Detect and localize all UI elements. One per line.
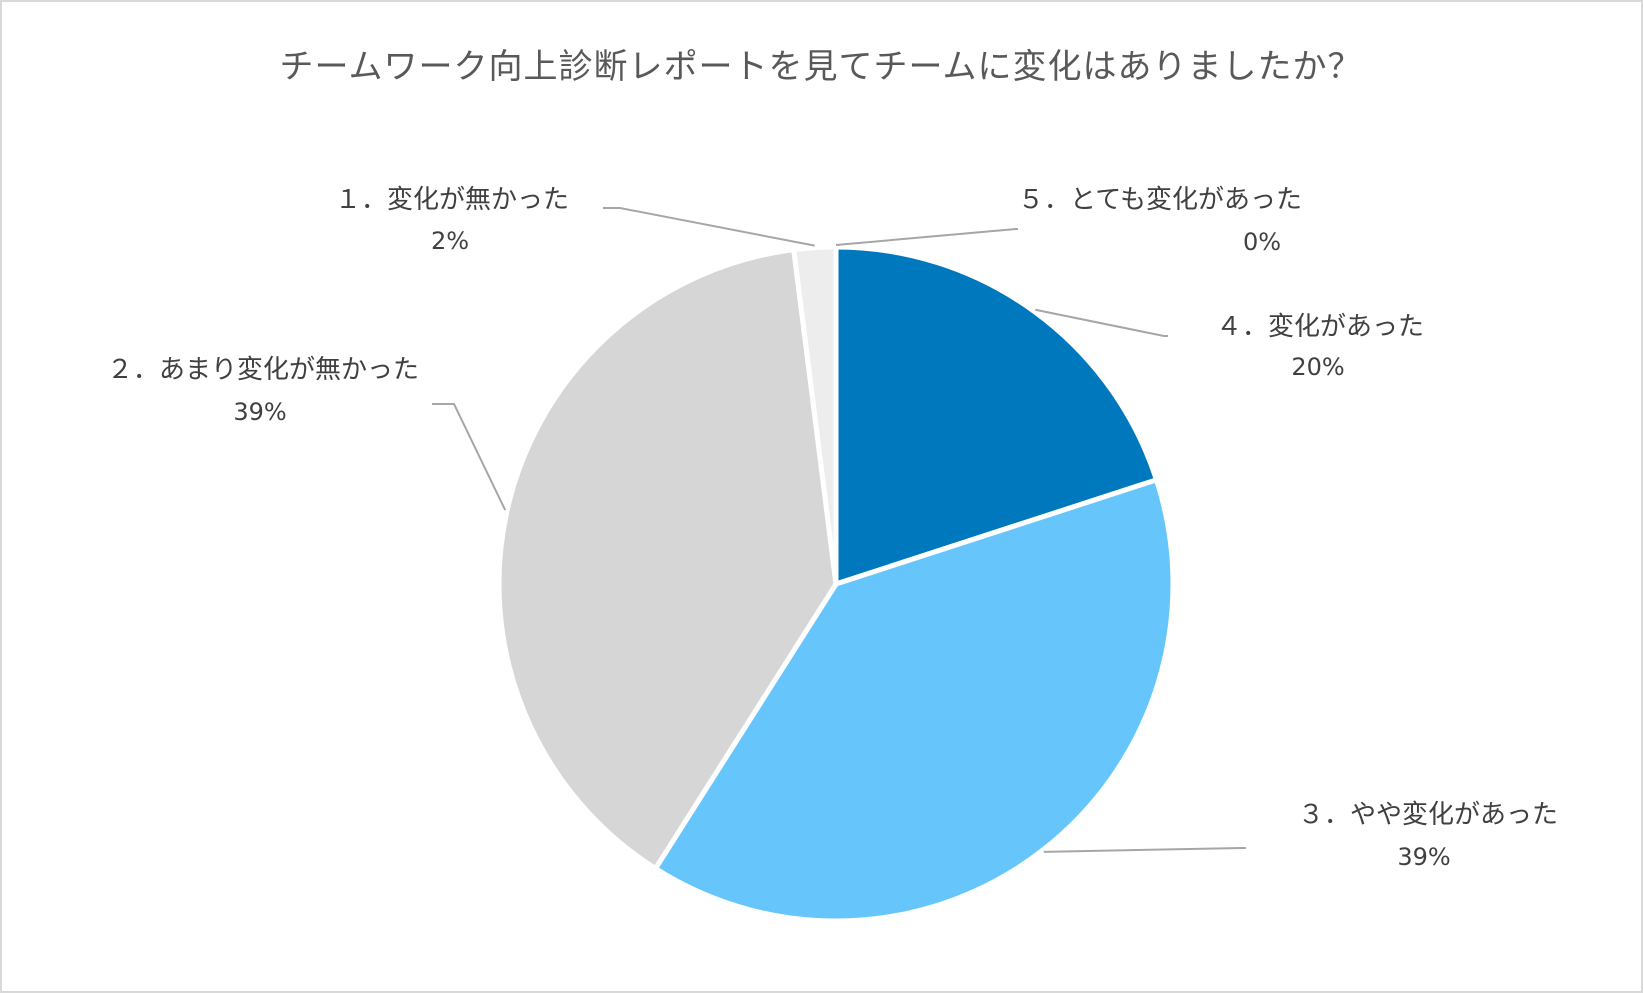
slice-label-5: ５．とても変化があった (1018, 185, 1302, 215)
leader-lines (432, 207, 1246, 853)
pie-slice-4 (833, 244, 1160, 587)
slice-percent-4: 20% (1291, 353, 1344, 381)
slice-percent-1: 2% (431, 227, 469, 255)
slice-percent-3: 39% (1397, 843, 1450, 871)
leader-line-3 (1043, 847, 1246, 853)
slice-label-3: ３．やや変化があった (1298, 800, 1558, 830)
chart-title: チームワーク向上診断レポートを見てチームに変化はありましたか？ (280, 47, 1363, 87)
leader-line-4 (1035, 308, 1168, 337)
leader-line-5 (835, 228, 1018, 246)
leader-line-2 (432, 403, 507, 511)
slice-percent-2: 39% (233, 398, 286, 426)
pie-slice-2 (496, 247, 839, 872)
leader-line-1 (603, 207, 815, 247)
pie-slice-3 (652, 477, 1176, 924)
slice-label-2: ２．あまり変化が無かった (107, 355, 419, 385)
slice-label-4: ４．変化があった (1216, 312, 1424, 342)
pie-slice-1 (791, 244, 839, 587)
pie-slices (496, 244, 1176, 924)
slice-label-1: １．変化が無かった (335, 185, 569, 215)
slice-percent-5: 0% (1243, 228, 1281, 256)
